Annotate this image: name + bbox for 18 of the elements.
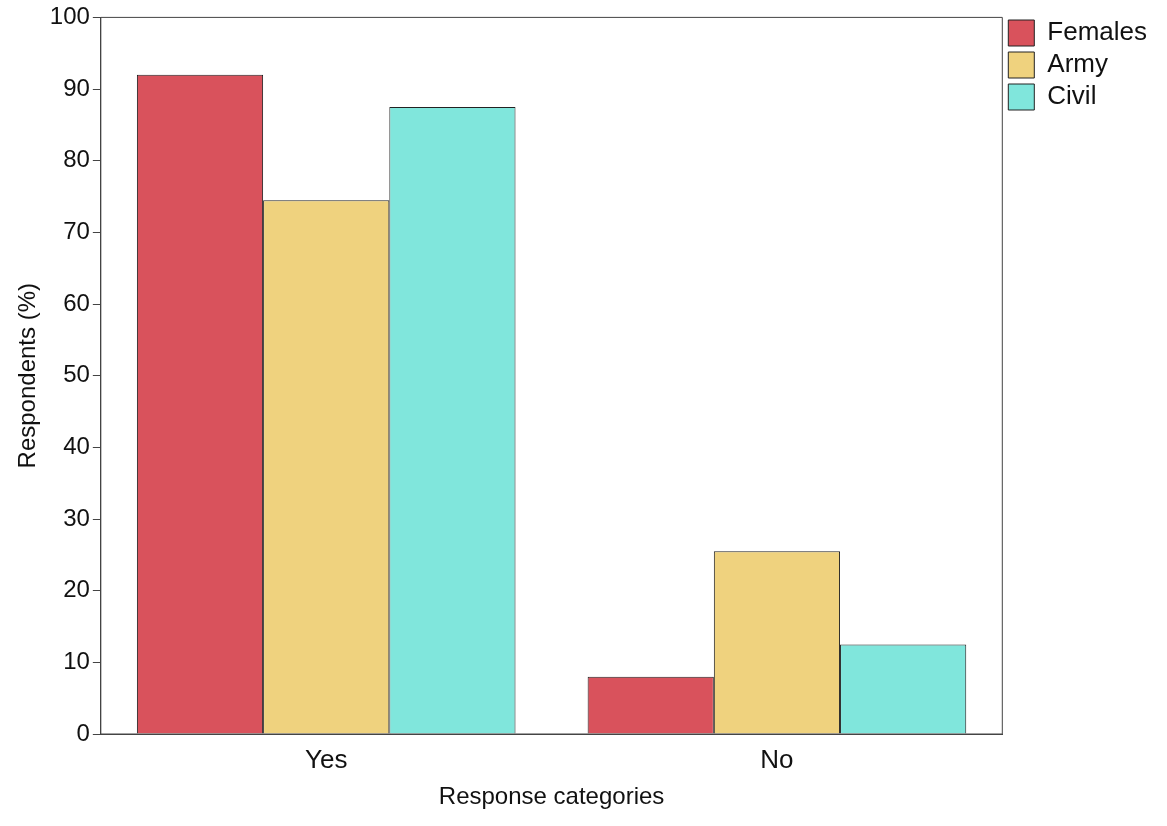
legend-label: Army [1047, 48, 1108, 79]
y-tick-label: 40 [63, 431, 90, 459]
y-tick-label: 60 [63, 288, 90, 316]
y-tick-label: 30 [63, 503, 90, 531]
y-tick-label: 90 [63, 73, 90, 101]
x-axis-title: Response categories [438, 782, 665, 810]
legend-label: Civil [1047, 80, 1097, 111]
y-tick-label: 80 [63, 145, 90, 173]
x-tick-label: No [760, 743, 794, 774]
y-tick-label: 0 [76, 718, 90, 746]
y-tick-label: 100 [49, 2, 90, 30]
y-tick-label: 50 [63, 360, 90, 388]
y-axis-title: Respondents (%) [13, 282, 41, 469]
legend-label: Females [1047, 16, 1148, 47]
y-tick-label: 70 [63, 217, 90, 245]
y-tick-label: 10 [63, 646, 90, 674]
y-tick-label: 20 [63, 575, 90, 603]
x-tick-label: Yes [305, 743, 348, 774]
